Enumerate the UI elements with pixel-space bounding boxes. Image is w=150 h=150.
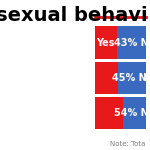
- Text: Yes: Yes: [96, 38, 114, 48]
- Text: 43% N: 43% N: [114, 38, 149, 48]
- Text: 54% No: 54% No: [114, 108, 150, 118]
- Text: homosexual behavi: homosexual behavi: [0, 6, 147, 25]
- Bar: [123, 97, 146, 129]
- Bar: [118, 62, 146, 94]
- Bar: [117, 26, 146, 59]
- Text: Note: Tota: Note: Tota: [110, 141, 146, 147]
- Bar: [95, 97, 123, 129]
- Bar: [95, 62, 118, 94]
- Bar: [95, 26, 117, 59]
- Text: 45% No: 45% No: [112, 73, 150, 83]
